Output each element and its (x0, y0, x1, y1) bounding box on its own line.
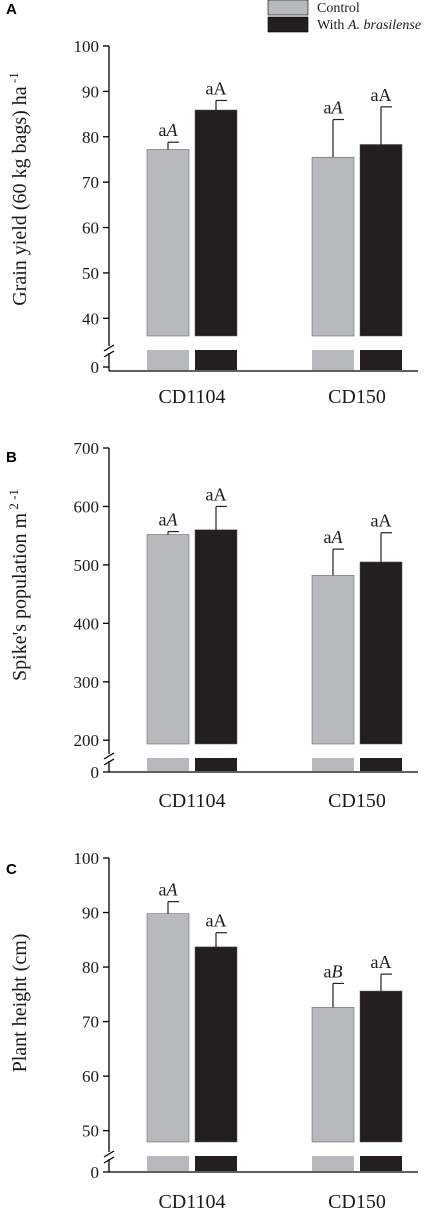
data-label: aA (159, 120, 179, 140)
panels: A Grain yield (60 kg bags) ha -1 0 40 50 60 70… (6, 1, 418, 1213)
y-tick-label: 90 (82, 904, 99, 923)
panel-label: C (6, 861, 17, 878)
y-axis-label: Spike's population m 2 -1 (6, 489, 31, 681)
y-tick-label: 0 (91, 763, 100, 782)
data-label: aA (206, 911, 227, 931)
axis-break-mark (103, 344, 115, 352)
legend-label-brasilense: With A. brasilense (317, 18, 421, 33)
data-label: aA (371, 511, 392, 531)
axis-break-mark (103, 758, 115, 766)
y-tick-label: 700 (74, 439, 100, 458)
panel-label: B (6, 449, 17, 466)
data-label: aA (159, 880, 179, 900)
y-tick-label: 500 (74, 556, 100, 575)
data-label: aA (206, 484, 227, 504)
data-label: aA (324, 527, 344, 547)
y-tick-label: 50 (82, 1122, 99, 1141)
bar-stub (195, 350, 237, 370)
bar-brasilense-cd1104 (194, 946, 238, 1143)
bar-control-cd1104 (146, 534, 190, 745)
panel-a: A Grain yield (60 kg bags) ha -1 0 40 50 60 70… (6, 1, 418, 408)
bar-brasilense-cd150 (359, 990, 403, 1143)
bar-brasilense-cd150 (359, 561, 403, 745)
axis-break-mark (103, 752, 115, 760)
data-label: aA (371, 85, 392, 105)
y-tick-label: 200 (74, 731, 100, 750)
y-axis-label: Grain yield (60 kg bags) ha -1 (6, 72, 31, 305)
legend-swatch-brasilense (267, 16, 309, 33)
data-label: aA (371, 952, 392, 972)
axis-break-mark (103, 350, 115, 358)
y-tick-label: 60 (82, 219, 99, 238)
bar-stub (147, 758, 189, 771)
data-label: aA (159, 510, 179, 530)
y-tick-label: 90 (82, 82, 99, 101)
bar-brasilense-cd1104 (194, 529, 238, 745)
x-category-label: CD150 (328, 1191, 386, 1213)
bar-stub (360, 350, 402, 370)
panel-b: B Spike's population m 2 -1 0 200 300 400 500 6… (6, 439, 418, 812)
y-tick-label: 100 (74, 37, 100, 56)
axis-break-mark (103, 1150, 115, 1158)
legend-swatch-control (267, 0, 309, 16)
y-tick-label: 50 (82, 264, 99, 283)
bar-control-cd150 (311, 575, 355, 745)
bar-control-cd150 (311, 1007, 355, 1143)
legend-label-control: Control (317, 1, 360, 16)
y-axis-label: Plant height (cm) (9, 934, 31, 1073)
bar-stub (147, 350, 189, 370)
bar-stub (312, 758, 354, 771)
x-category-label: CD1104 (158, 790, 225, 812)
data-label: aA (206, 78, 227, 98)
y-tick-label: 400 (74, 614, 100, 633)
bar-brasilense-cd150 (359, 144, 403, 337)
axis-break-mark (103, 1156, 115, 1164)
y-tick-label: 80 (82, 958, 99, 977)
y-tick-label: 40 (82, 309, 99, 328)
y-tick-label: 70 (82, 173, 99, 192)
y-tick-label: 100 (74, 849, 100, 868)
x-category-label: CD1104 (158, 1191, 225, 1213)
bar-stub (312, 350, 354, 370)
y-tick-label: 60 (82, 1067, 99, 1086)
y-tick-label: 0 (91, 1163, 100, 1182)
y-tick-label: 70 (82, 1013, 99, 1032)
bar-stub (360, 758, 402, 771)
y-tick-label: 300 (74, 673, 100, 692)
data-label: aB (324, 961, 343, 981)
data-label: aA (324, 98, 344, 118)
x-category-label: CD1104 (158, 386, 225, 408)
y-tick-label: 80 (82, 128, 99, 147)
bar-control-cd150 (311, 156, 355, 337)
bar-control-cd1104 (146, 913, 190, 1143)
x-category-label: CD150 (328, 790, 386, 812)
y-tick-label: 0 (91, 358, 100, 377)
bar-stub (195, 1156, 237, 1171)
bar-stub (312, 1156, 354, 1171)
legend: Control With A. brasilense (267, 0, 421, 33)
y-tick-label: 600 (74, 497, 100, 516)
bar-stub (360, 1156, 402, 1171)
bar-stub (195, 758, 237, 771)
x-category-label: CD150 (328, 386, 386, 408)
bar-control-cd1104 (146, 149, 190, 337)
bar-stub (147, 1156, 189, 1171)
bar-brasilense-cd1104 (194, 109, 238, 337)
panel-label: A (6, 1, 17, 18)
panel-c: C Plant height (cm) 0 50 60 70 80 90 100 aA aA CD11… (6, 849, 418, 1213)
